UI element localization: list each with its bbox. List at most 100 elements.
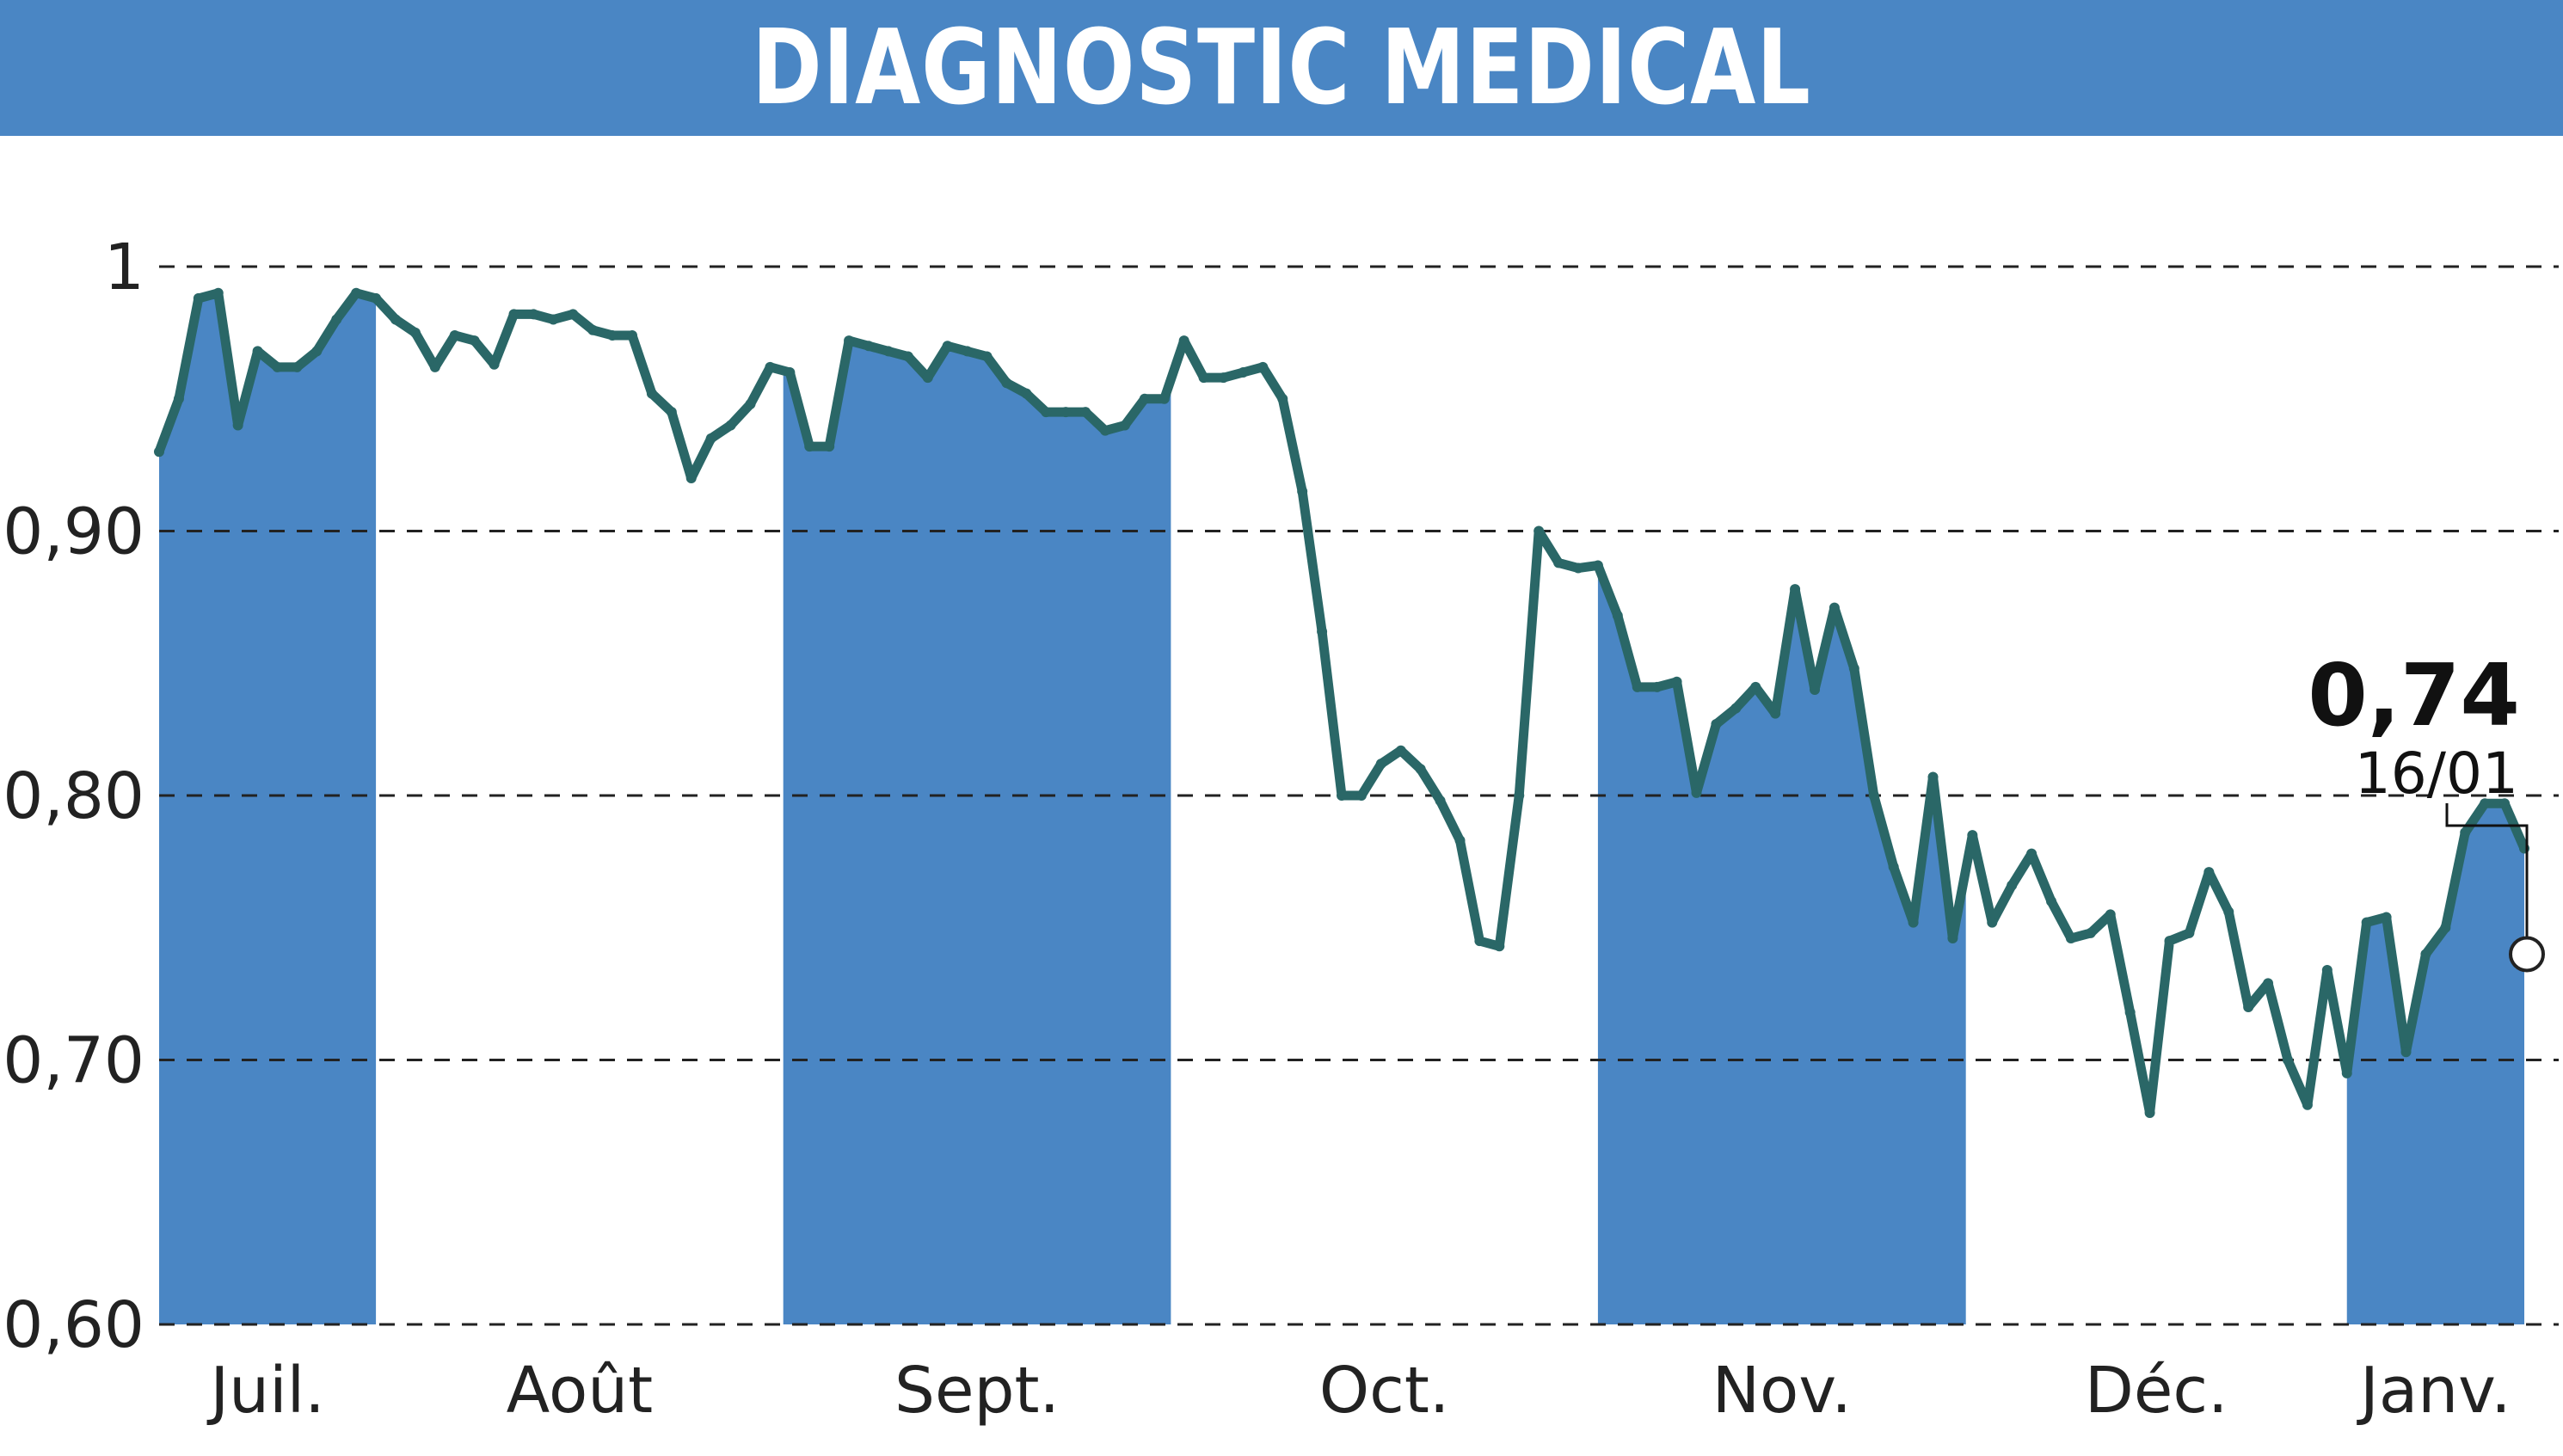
data-point-18 <box>508 309 519 320</box>
data-point-32 <box>784 367 796 378</box>
data-point-103 <box>2184 927 2195 938</box>
data-point-68 <box>1494 941 1505 952</box>
data-point-98 <box>2085 927 2096 938</box>
data-point-113 <box>2381 912 2392 923</box>
data-point-24 <box>627 329 637 341</box>
data-point-110 <box>2321 964 2333 975</box>
x-tick-label-3: Oct. <box>1319 1354 1449 1428</box>
data-point-99 <box>2105 909 2116 920</box>
data-point-97 <box>2065 933 2076 944</box>
data-point-111 <box>2341 1067 2352 1078</box>
data-point-1 <box>173 393 184 404</box>
data-point-37 <box>882 346 894 357</box>
chart-title: DIAGNOSTIC MEDICAL <box>752 8 1811 128</box>
data-point-33 <box>804 441 815 452</box>
data-point-56 <box>1257 361 1269 372</box>
data-point-38 <box>902 351 913 362</box>
data-point-119 <box>2499 798 2511 809</box>
data-point-34 <box>824 441 835 452</box>
data-point-91 <box>1947 933 1958 944</box>
data-point-54 <box>1218 372 1229 384</box>
y-tick-label-4: 0,60 <box>3 1288 144 1362</box>
month-band-0 <box>159 292 377 1324</box>
data-point-107 <box>2263 978 2274 989</box>
data-point-81 <box>1750 681 1761 692</box>
data-point-2 <box>193 292 204 304</box>
data-point-40 <box>942 341 953 352</box>
data-point-42 <box>981 351 993 362</box>
title-bar: DIAGNOSTIC MEDICAL <box>0 0 2563 136</box>
data-point-36 <box>864 341 874 352</box>
data-point-17 <box>489 359 500 370</box>
y-tick-label-0: 1 <box>104 230 144 304</box>
x-tick-label-5: Déc. <box>2085 1354 2228 1428</box>
data-point-13 <box>409 327 421 338</box>
data-point-109 <box>2302 1099 2313 1110</box>
data-point-96 <box>2046 896 2056 906</box>
data-point-26 <box>666 407 677 418</box>
data-point-118 <box>2480 798 2491 809</box>
x-tick-label-1: Août <box>507 1354 654 1428</box>
data-point-29 <box>725 420 736 431</box>
data-point-55 <box>1238 367 1249 378</box>
data-point-41 <box>962 346 973 357</box>
y-axis-ticks: 1 0,90 0,80 0,70 0,60 <box>3 230 144 1362</box>
data-point-11 <box>371 292 382 304</box>
data-point-74 <box>1612 610 1623 621</box>
data-point-35 <box>844 335 855 347</box>
data-point-59 <box>1317 626 1328 637</box>
data-point-0 <box>154 446 164 458</box>
data-point-83 <box>1790 584 1801 595</box>
data-point-50 <box>1139 393 1150 404</box>
data-point-23 <box>607 329 618 341</box>
data-point-20 <box>548 314 559 325</box>
data-point-90 <box>1927 771 1939 783</box>
data-point-43 <box>1001 378 1012 389</box>
grid-lines <box>159 265 2559 1326</box>
y-tick-label-1: 0,90 <box>3 495 144 569</box>
data-point-93 <box>1987 917 1998 928</box>
data-point-63 <box>1395 745 1406 756</box>
data-point-78 <box>1691 787 1702 798</box>
data-point-22 <box>587 324 599 335</box>
data-point-71 <box>1553 557 1564 568</box>
data-point-21 <box>568 309 579 320</box>
data-point-69 <box>1514 790 1525 801</box>
y-tick-label-2: 0,80 <box>3 759 144 833</box>
data-point-87 <box>1868 790 1879 801</box>
data-point-60 <box>1337 790 1347 801</box>
data-point-61 <box>1355 790 1367 801</box>
data-point-51 <box>1159 393 1170 404</box>
data-point-5 <box>252 346 263 357</box>
data-point-86 <box>1848 663 1859 674</box>
data-point-72 <box>1573 562 1583 574</box>
data-point-100 <box>2124 1007 2136 1018</box>
data-point-108 <box>2283 1054 2293 1066</box>
data-point-39 <box>922 372 933 384</box>
data-point-64 <box>1415 764 1426 775</box>
data-point-52 <box>1178 335 1189 347</box>
data-point-84 <box>1810 685 1820 695</box>
data-point-31 <box>765 361 776 372</box>
data-point-4 <box>232 420 243 431</box>
last-value-date: 16/01 <box>2355 740 2518 807</box>
data-point-67 <box>1474 936 1485 947</box>
data-point-75 <box>1632 681 1643 692</box>
data-point-92 <box>1967 830 1978 841</box>
x-tick-label-2: Sept. <box>894 1354 1060 1428</box>
last-value-dot <box>2509 936 2545 973</box>
data-point-27 <box>685 473 697 483</box>
data-point-49 <box>1119 420 1130 431</box>
data-point-44 <box>1021 388 1032 399</box>
data-point-73 <box>1592 560 1603 571</box>
data-point-79 <box>1711 718 1722 729</box>
data-point-70 <box>1533 525 1545 537</box>
data-point-77 <box>1671 676 1682 687</box>
data-point-82 <box>1770 708 1781 719</box>
month-band-4 <box>1597 565 1966 1324</box>
data-point-117 <box>2460 827 2471 839</box>
data-point-45 <box>1041 407 1052 418</box>
month-band-6 <box>2346 803 2524 1324</box>
data-point-89 <box>1908 917 1919 928</box>
